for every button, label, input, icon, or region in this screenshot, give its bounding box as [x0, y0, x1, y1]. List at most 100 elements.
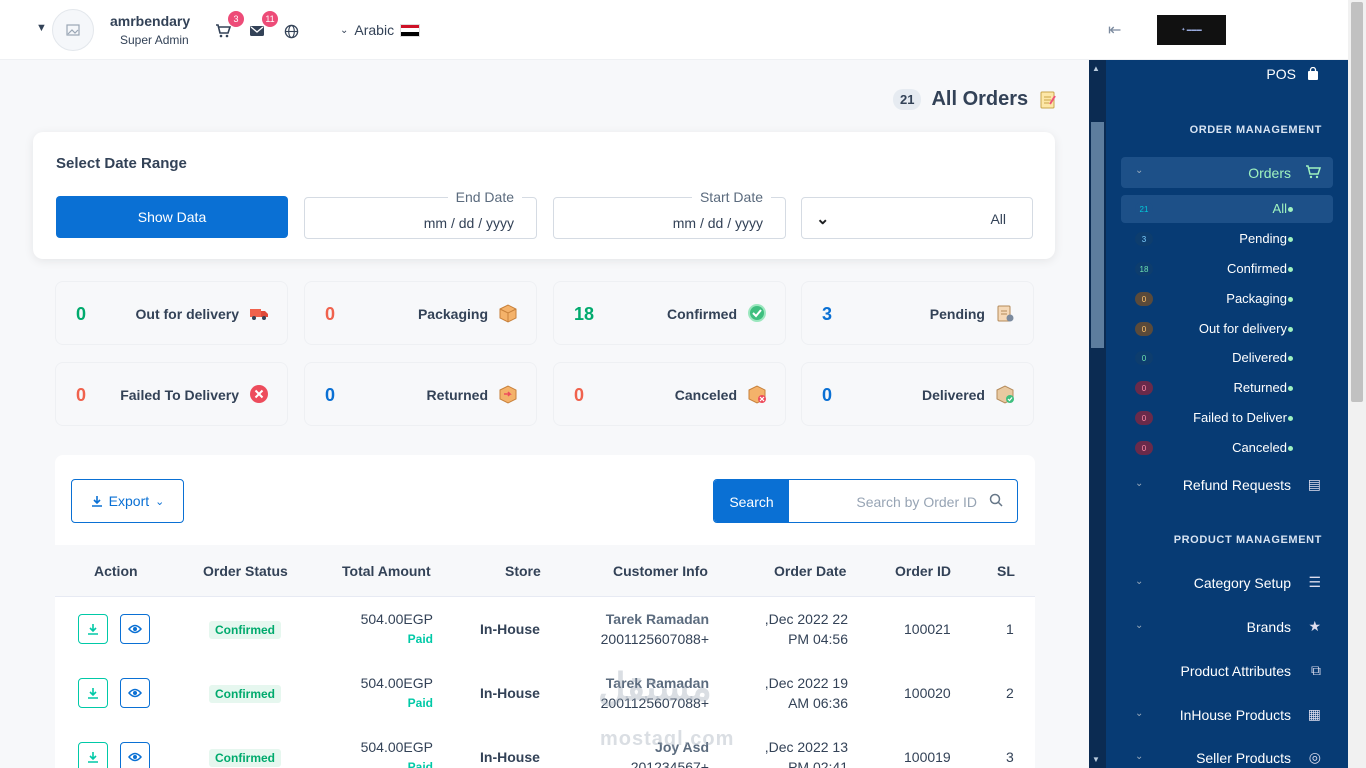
- stat-card-pending[interactable]: 3 Pending: [801, 281, 1034, 345]
- sidebar-item-pos[interactable]: POS: [1266, 66, 1320, 82]
- chevron-down-icon: ⌄: [340, 24, 349, 36]
- stat-card-canceled[interactable]: 0 Canceled: [553, 362, 786, 426]
- user-role: Super Admin: [120, 33, 189, 47]
- sidebar-subitem-delivered[interactable]: 0 Delivered: [1121, 344, 1333, 372]
- count-badge: 0: [1135, 411, 1153, 425]
- count-badge: 0: [1135, 292, 1153, 306]
- stat-card-failed-to-delivery[interactable]: 0 Failed To Delivery: [55, 362, 288, 426]
- cart-button[interactable]: 3: [212, 11, 244, 42]
- bullet-icon: [1288, 356, 1293, 361]
- table-row: Confirmed 504.00EGP Paid In-House Tarek Rama…: [55, 661, 1035, 725]
- sidebar-subitem-canceled[interactable]: 0 Canceled: [1121, 434, 1333, 462]
- page-scrollbar[interactable]: [1348, 0, 1366, 768]
- chevron-down-icon: ⌄: [1135, 165, 1144, 176]
- show-data-button[interactable]: Show Data: [56, 196, 288, 238]
- view-order-button[interactable]: [120, 678, 150, 708]
- cart-icon: [216, 24, 231, 38]
- language-selector[interactable]: ⌄ Arabic: [340, 22, 421, 38]
- stat-count: 0: [325, 385, 336, 405]
- order-id[interactable]: 100020: [904, 685, 951, 701]
- sidebar-item-label: Orders: [1248, 165, 1291, 181]
- sidebar-subitem-confirmed[interactable]: 18 Confirmed: [1121, 255, 1333, 283]
- bullet-icon: [1288, 416, 1293, 421]
- truck-icon: [249, 303, 269, 323]
- chevron-down-icon: ⌄: [1135, 576, 1144, 587]
- eye-icon: [128, 624, 142, 634]
- th-order-status: Order Status: [203, 563, 288, 579]
- total-amount: 504.00EGP: [360, 739, 433, 755]
- avatar[interactable]: [52, 9, 94, 51]
- stat-card-packaging[interactable]: 0 Packaging: [304, 281, 537, 345]
- order-id[interactable]: 100021: [904, 621, 951, 637]
- sidebar-scroll-thumb[interactable]: [1091, 122, 1104, 348]
- download-invoice-button[interactable]: [78, 742, 108, 768]
- orders-table-card: Export ⌄ Search Search by Order ID Actio…: [55, 455, 1035, 768]
- order-filter-select[interactable]: ⌄ All: [801, 197, 1033, 239]
- sidebar-item-inhouse-products[interactable]: ⌄ InHouse Products ▦: [1121, 700, 1333, 730]
- logo[interactable]: ✦ ▬▬▬: [1157, 15, 1226, 45]
- user-menu-caret-icon[interactable]: ▼: [36, 22, 47, 34]
- th-customer-info: Customer Info: [613, 563, 708, 579]
- status-badge: Confirmed: [209, 685, 281, 703]
- view-order-button[interactable]: [120, 614, 150, 644]
- messages-button[interactable]: 11: [246, 11, 278, 42]
- sidebar-scrollbar[interactable]: ▲ ▼: [1089, 60, 1106, 768]
- chevron-down-icon: ⌄: [1135, 478, 1144, 489]
- collapse-sidebar-icon[interactable]: ⇤: [1108, 22, 1122, 39]
- sidebar-subitem-failed-to-deliver[interactable]: 0 Failed to Deliver: [1121, 404, 1333, 432]
- scroll-up-icon[interactable]: ▲: [1092, 64, 1100, 73]
- export-button[interactable]: Export ⌄: [71, 479, 184, 523]
- mail-icon: [250, 26, 264, 36]
- sidebar-item-refund-requests[interactable]: ⌄ Refund Requests ▤: [1121, 470, 1333, 500]
- order-id[interactable]: 100019: [904, 749, 951, 765]
- count-badge: 0: [1135, 441, 1153, 455]
- order-filter-value: All: [990, 211, 1006, 227]
- website-button[interactable]: [280, 20, 302, 42]
- sidebar-subitem-all[interactable]: 21 All: [1121, 195, 1333, 223]
- page-scroll-thumb[interactable]: [1351, 2, 1363, 402]
- sidebar-item-label: Seller Products: [1196, 750, 1291, 766]
- search-input[interactable]: Search by Order ID: [856, 494, 977, 510]
- start-date-input[interactable]: Start Date mm / dd / yyyy: [553, 189, 786, 239]
- chevron-down-icon: ⌄: [155, 495, 165, 508]
- receipt-icon: ▤: [1307, 476, 1321, 492]
- stat-card-returned[interactable]: 0 Returned: [304, 362, 537, 426]
- sidebar-item-seller-products[interactable]: ⌄ Seller Products ◎: [1121, 743, 1333, 768]
- order-date: ,Dec 2022 19: [764, 675, 848, 691]
- sidebar-item-product-attributes[interactable]: Product Attributes ⧉: [1121, 656, 1333, 686]
- bullet-icon: [1288, 267, 1293, 272]
- search-form: Search Search by Order ID: [713, 479, 1018, 523]
- sidebar-item-category-setup[interactable]: ⌄ Category Setup ☰: [1121, 568, 1333, 598]
- sidebar-item-label: InHouse Products: [1179, 707, 1291, 723]
- search-button[interactable]: Search: [714, 480, 789, 522]
- search-icon: [989, 493, 1003, 507]
- total-amount: 504.00EGP: [360, 611, 433, 627]
- order-time: PM 04:56: [788, 631, 848, 647]
- sidebar-subitem-packaging[interactable]: 0 Packaging: [1121, 285, 1333, 313]
- table-header: Action Order Status Total Amount Store C…: [55, 545, 1035, 597]
- stat-label: Confirmed: [667, 306, 737, 322]
- sidebar-item-label: Product Attributes: [1180, 663, 1291, 679]
- globe-icon: [284, 24, 298, 38]
- download-invoice-button[interactable]: [78, 614, 108, 644]
- sidebar-item-brands[interactable]: ⌄ Brands ★: [1121, 612, 1333, 642]
- status-badge: Confirmed: [209, 621, 281, 639]
- stat-card-delivered[interactable]: 0 Delivered: [801, 362, 1034, 426]
- stat-label: Canceled: [674, 387, 737, 403]
- stat-label: Packaging: [417, 306, 488, 322]
- view-order-button[interactable]: [120, 742, 150, 768]
- sidebar-item-orders[interactable]: ⌄ Orders: [1121, 157, 1333, 188]
- seller-icon: ◎: [1308, 749, 1321, 765]
- end-date-input[interactable]: End Date mm / dd / yyyy: [304, 189, 537, 239]
- sidebar-subitem-returned[interactable]: 0 Returned: [1121, 374, 1333, 402]
- stat-card-confirmed[interactable]: 18 Confirmed: [553, 281, 786, 345]
- download-invoice-button[interactable]: [78, 678, 108, 708]
- sidebar-subitem-pending[interactable]: 3 Pending: [1121, 225, 1333, 253]
- sidebar-subitem-out-for-delivery[interactable]: 0 Out for delivery: [1121, 315, 1333, 343]
- store-name: In-House: [480, 621, 540, 637]
- page-title-row: 21 All Orders: [893, 88, 1058, 111]
- stat-card-out-for-delivery[interactable]: 0 Out for delivery: [55, 281, 288, 345]
- mail-badge: 11: [262, 11, 278, 27]
- sidebar-item-label: Delivered: [1232, 350, 1287, 365]
- scroll-down-icon[interactable]: ▼: [1092, 755, 1100, 764]
